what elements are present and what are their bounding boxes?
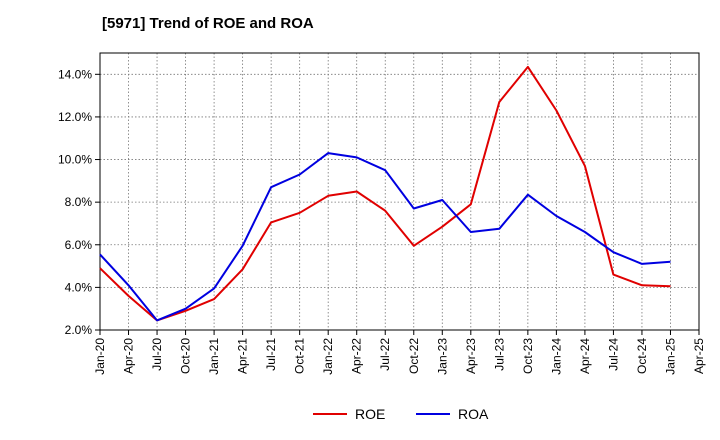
x-tick-label: Apr-21 [236, 338, 250, 374]
legend-label-roe: ROE [355, 406, 385, 422]
legend: ROE ROA [313, 406, 489, 422]
legend-label-roa: ROA [458, 406, 489, 422]
y-tick-label: 10.0% [58, 153, 92, 167]
x-tick-label: Oct-24 [635, 338, 649, 374]
y-tick-label: 4.0% [65, 280, 93, 294]
x-tick-label: Apr-22 [350, 338, 364, 374]
y-tick-label: 14.0% [58, 67, 92, 81]
x-tick-label: Jan-21 [207, 338, 221, 375]
x-tick-label: Jul-21 [264, 338, 278, 371]
plot-area-frame [99, 52, 700, 331]
series-line-roe [99, 65, 671, 322]
x-tick-label: Apr-25 [692, 338, 706, 374]
y-tick-label: 6.0% [65, 238, 93, 252]
x-tick-label: Oct-22 [407, 338, 421, 374]
x-tick-label: Oct-21 [293, 338, 307, 374]
x-tick-label: Oct-23 [521, 338, 535, 374]
series-lines [99, 65, 671, 322]
x-tick-label: Oct-20 [179, 338, 193, 374]
x-tick-label: Jul-22 [378, 338, 392, 371]
x-tick-label: Apr-20 [122, 338, 136, 374]
grid-lines [100, 53, 699, 330]
y-axis: 2.0% 4.0% 6.0% 8.0% 10.0% 12.0% 14.0% [58, 67, 100, 337]
y-tick-label: 8.0% [65, 195, 93, 209]
series-line-roa [99, 152, 671, 322]
x-tick-label: Jan-22 [321, 338, 335, 375]
x-axis: Jan-20 Apr-20 Jul-20 Oct-20 Jan-21 Apr-21 Jul-… [93, 330, 706, 375]
x-tick-label: Jan-25 [663, 338, 677, 375]
x-tick-label: Jul-23 [492, 338, 506, 371]
x-tick-label: Jul-20 [150, 338, 164, 371]
x-tick-label: Jan-24 [549, 338, 563, 375]
x-tick-label: Jan-20 [93, 338, 107, 375]
x-tick-label: Apr-23 [464, 338, 478, 374]
y-tick-label: 12.0% [58, 110, 92, 124]
y-tick-label: 2.0% [65, 323, 93, 337]
x-tick-label: Jul-24 [606, 338, 620, 371]
chart-title: [5971] Trend of ROE and ROA [102, 15, 314, 32]
x-tick-label: Jan-23 [435, 338, 449, 375]
x-tick-label: Apr-24 [578, 338, 592, 374]
